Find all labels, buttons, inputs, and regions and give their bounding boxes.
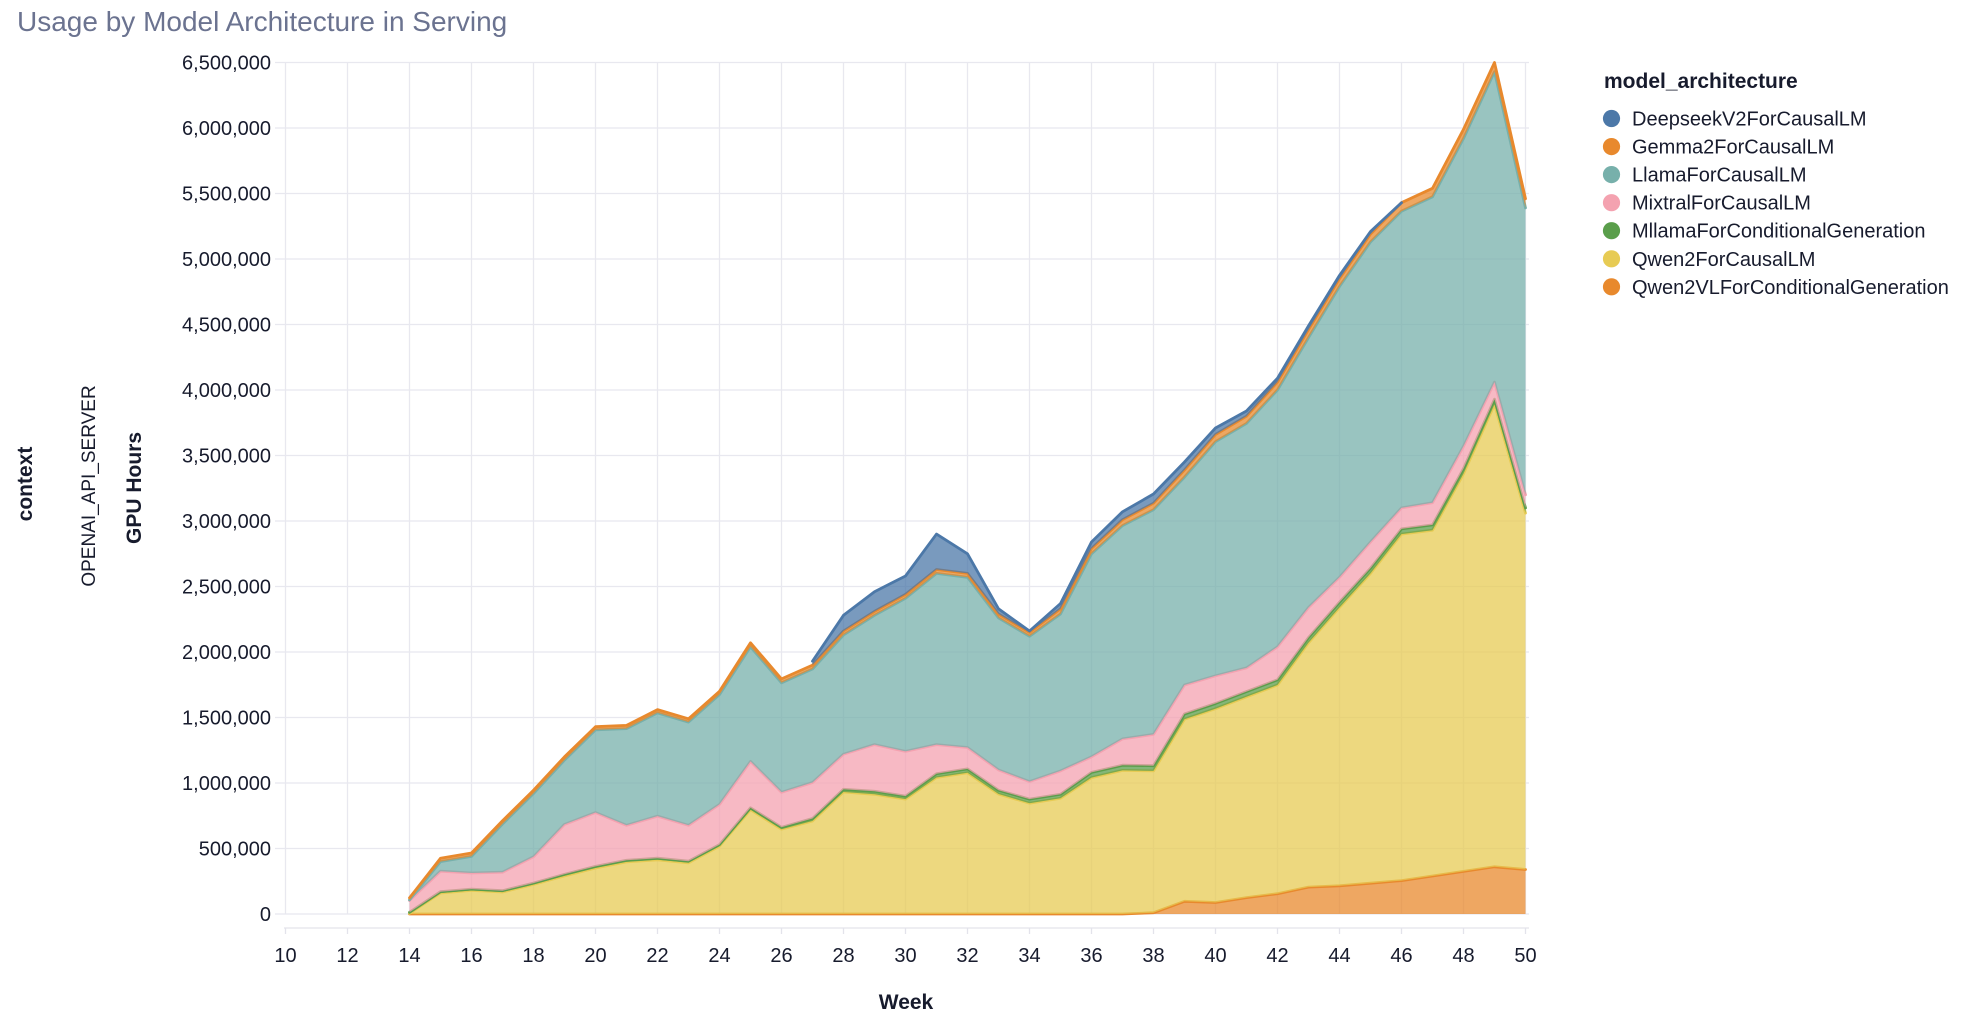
svg-text:5,500,000: 5,500,000: [182, 184, 271, 206]
svg-text:34: 34: [1018, 945, 1040, 967]
svg-text:OPENAI_API_SERVER: OPENAI_API_SERVER: [79, 385, 100, 586]
svg-text:Qwen2ForCausalLM: Qwen2ForCausalLM: [1632, 249, 1815, 271]
svg-text:1,000,000: 1,000,000: [182, 773, 271, 795]
svg-text:GPU Hours: GPU Hours: [123, 432, 146, 544]
svg-text:10: 10: [274, 945, 296, 967]
svg-text:500,000: 500,000: [199, 839, 271, 861]
svg-text:DeepseekV2ForCausalLM: DeepseekV2ForCausalLM: [1632, 109, 1867, 131]
svg-text:3,000,000: 3,000,000: [182, 511, 271, 533]
svg-text:44: 44: [1328, 945, 1350, 967]
svg-text:4,000,000: 4,000,000: [182, 380, 271, 402]
svg-text:5,000,000: 5,000,000: [182, 249, 271, 271]
svg-text:46: 46: [1390, 945, 1412, 967]
svg-text:12: 12: [336, 945, 358, 967]
svg-text:38: 38: [1142, 945, 1164, 967]
svg-text:30: 30: [894, 945, 916, 967]
svg-text:42: 42: [1266, 945, 1288, 967]
svg-text:MllamaForConditionalGeneration: MllamaForConditionalGeneration: [1632, 221, 1925, 243]
svg-text:22: 22: [646, 945, 668, 967]
svg-text:26: 26: [770, 945, 792, 967]
svg-text:3,500,000: 3,500,000: [182, 446, 271, 468]
svg-text:32: 32: [956, 945, 978, 967]
svg-text:0: 0: [260, 904, 271, 926]
svg-text:18: 18: [522, 945, 544, 967]
svg-text:context: context: [14, 447, 37, 522]
svg-text:model_architecture: model_architecture: [1604, 70, 1798, 93]
svg-text:Qwen2VLForConditionalGeneratio: Qwen2VLForConditionalGeneration: [1632, 277, 1949, 299]
svg-text:LlamaForCausalLM: LlamaForCausalLM: [1632, 165, 1807, 187]
svg-text:6,500,000: 6,500,000: [182, 53, 271, 75]
svg-text:36: 36: [1080, 945, 1102, 967]
svg-text:6,000,000: 6,000,000: [182, 118, 271, 140]
svg-text:24: 24: [708, 945, 730, 967]
svg-text:4,500,000: 4,500,000: [182, 315, 271, 337]
svg-text:14: 14: [398, 945, 420, 967]
svg-text:16: 16: [460, 945, 482, 967]
svg-text:2,500,000: 2,500,000: [182, 577, 271, 599]
svg-text:48: 48: [1452, 945, 1474, 967]
svg-text:28: 28: [832, 945, 854, 967]
svg-text:50: 50: [1514, 945, 1536, 967]
svg-text:MixtralForCausalLM: MixtralForCausalLM: [1632, 193, 1811, 215]
svg-text:20: 20: [584, 945, 606, 967]
svg-text:40: 40: [1204, 945, 1226, 967]
svg-text:1,500,000: 1,500,000: [182, 708, 271, 730]
svg-text:2,000,000: 2,000,000: [182, 642, 271, 664]
svg-text:Gemma2ForCausalLM: Gemma2ForCausalLM: [1632, 137, 1834, 159]
svg-text:Usage by Model Architecture in: Usage by Model Architecture in Serving: [17, 6, 507, 37]
svg-text:Week: Week: [879, 991, 934, 1014]
